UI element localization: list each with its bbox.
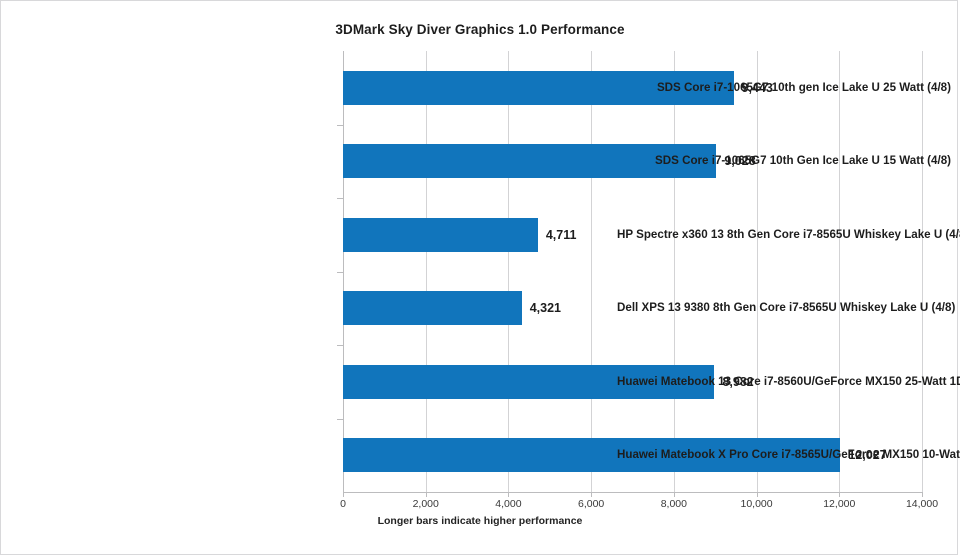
x-axis-tick [756,492,758,497]
chart-footnote: Longer bars indicate higher performance [377,515,583,527]
gridline-6000 [591,51,593,492]
x-axis-tick [839,492,841,497]
gridline-10000 [756,51,758,492]
gridline-14000 [922,51,923,492]
x-axis-tick [591,492,593,497]
x-axis-tick [673,492,675,497]
bar-value-label: 12,027 [848,448,887,463]
bar-value-label: 9,443 [741,80,773,95]
bar-value-label: 9,028 [724,154,756,169]
category-label: Huawei Matebook X Pro Core i7-8565U/GeFo… [617,448,960,462]
bar [343,144,717,179]
bar [343,217,538,252]
y-axis-tick [337,418,343,420]
category-label: HP Spectre x360 13 8th Gen Core i7-8565U… [617,227,960,241]
x-axis-tick-label: 6,000 [578,498,605,510]
x-axis-tick-label: 14,000 [905,498,939,510]
x-axis-tick [343,492,344,497]
x-axis-tick [425,492,427,497]
category-label: Dell XPS 13 9380 8th Gen Core i7-8565U W… [617,301,956,315]
x-axis-tick [508,492,510,497]
x-axis-tick-label: 10,000 [740,498,773,510]
bar-value-label: 4,321 [529,301,561,316]
x-axis-tick-label: 8,000 [660,498,687,510]
y-axis-tick [337,345,343,346]
category-label: SDS Core i7-1065G7 10th gen Ice Lake U 2… [656,80,951,94]
gridline-4000 [508,51,510,492]
plot-area: 9,443 9,028 4,711 4,321 8,982 12,027 [343,51,923,492]
x-axis-tick-label: 0 [340,498,346,510]
bar [343,364,715,399]
bar [343,438,841,473]
y-axis-tick [337,124,343,126]
category-label: SDS Core i7-1065G7 10th Gen Ice Lake U 1… [655,154,951,168]
x-axis-line [343,492,923,493]
y-axis-tick [337,198,343,199]
bar [343,70,734,105]
x-axis-tick-label: 2,000 [412,498,439,510]
category-label: Huawei Matebook 13 Core i7-8560U/GeForce… [617,374,960,388]
y-axis-tick [337,271,343,273]
chart-title: 3DMark Sky Diver Graphics 1.0 Performanc… [335,22,625,37]
gridline-0 [343,51,344,492]
bar-value-label: 8,982 [722,374,754,389]
x-axis-tick [922,492,923,497]
bar [343,291,522,326]
bar-value-label: 4,711 [545,227,577,242]
gridline-12000 [839,51,841,492]
gridline-8000 [673,51,675,492]
gridline-2000 [425,51,427,492]
x-axis-tick-label: 4,000 [495,498,522,510]
x-axis-tick-label: 12,000 [823,498,856,510]
